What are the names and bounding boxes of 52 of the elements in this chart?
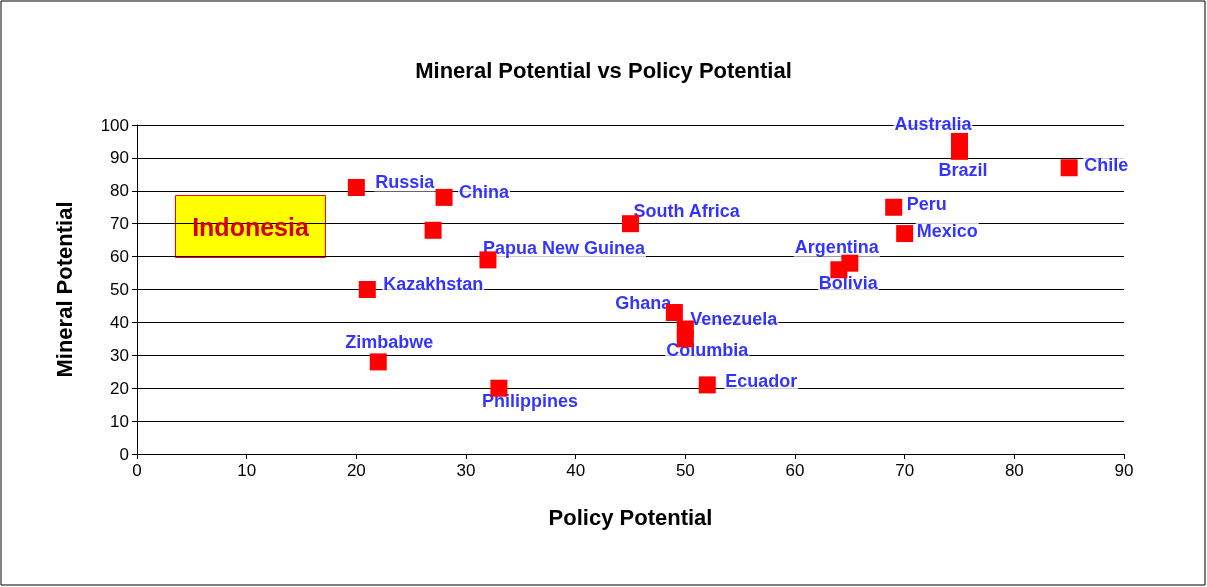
annotation: Argentina (794, 236, 880, 257)
annotation: Philippines (481, 391, 578, 412)
annotation: Venezuela (690, 308, 779, 329)
annotation: China (459, 182, 511, 203)
point (698, 376, 716, 394)
annotation: South Africa (633, 200, 741, 221)
y-tick-label: 70 (110, 214, 129, 234)
y-tick-label: 20 (110, 378, 129, 398)
point (435, 188, 453, 206)
y-tick-label: 90 (110, 148, 129, 168)
x-tick-label: 20 (346, 461, 366, 480)
point (358, 281, 376, 298)
y-tick-label: 50 (110, 280, 129, 299)
point (424, 221, 442, 239)
y-tick-label: 30 (110, 345, 129, 365)
point (1060, 159, 1078, 177)
x-tick-label: 60 (785, 461, 805, 480)
point (885, 198, 903, 216)
x-axis-title: Policy Potential (548, 504, 713, 530)
y-tick-label: 60 (110, 247, 129, 267)
x-tick-label: 0 (132, 461, 142, 480)
annotation: Peru (906, 194, 947, 215)
x-tick-label: 80 (1004, 461, 1024, 480)
annotation: Ghana (615, 292, 673, 313)
y-tick-label: 100 (100, 115, 129, 135)
y-tick-label: 40 (110, 312, 129, 332)
y-tick-label: 0 (119, 444, 129, 464)
annotation: Russia (375, 171, 436, 192)
annotation: Chile (1084, 154, 1129, 175)
annotation: Bolivia (818, 273, 879, 294)
x-tick-label: 40 (566, 461, 586, 480)
annotation: Zimbabwe (345, 331, 434, 352)
y-tick-label: 80 (110, 181, 129, 201)
y-tick-label: 10 (110, 411, 129, 431)
point (896, 225, 914, 243)
x-tick-label: 50 (675, 461, 695, 480)
annotation: Mexico (916, 220, 978, 241)
annotation: Papua New Guinea (482, 237, 646, 258)
annotation: Columbia (666, 339, 750, 360)
annotation: Ecuador (725, 370, 798, 391)
point (622, 215, 639, 233)
x-tick-label: 30 (456, 461, 476, 480)
x-tick-label: 90 (1114, 461, 1134, 480)
annotation: Australia (894, 114, 973, 135)
x-tick-label: 10 (237, 461, 257, 480)
x-tick-label: 70 (895, 461, 915, 480)
y-axis-title: Mineral Potential (51, 201, 77, 378)
chart-title: Mineral Potential vs Policy Potential (415, 57, 792, 83)
point (369, 353, 387, 371)
annotation: Brazil (938, 160, 988, 181)
point (347, 179, 365, 197)
annotation: Kazakhstan (383, 273, 484, 294)
